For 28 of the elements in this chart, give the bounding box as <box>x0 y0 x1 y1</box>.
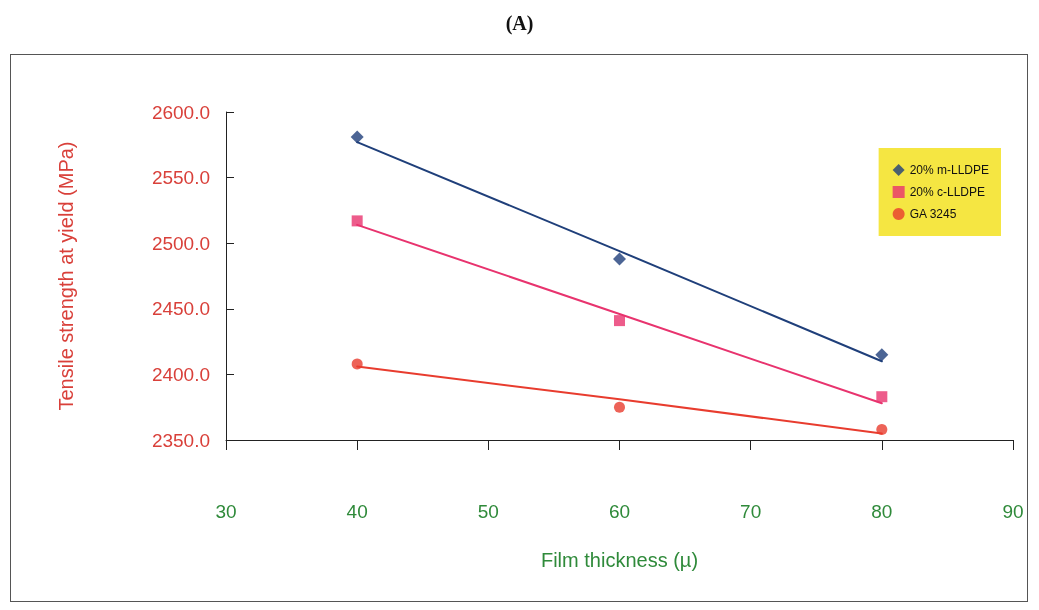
point <box>613 252 626 266</box>
legend-label: 20% m-LLDPE <box>909 163 990 177</box>
y-tick-label: 2500.0 <box>151 232 210 254</box>
legend-label: GA 3245 <box>909 207 957 221</box>
legend-label: 20% c-LLDPE <box>909 185 986 199</box>
chart-title: (A) <box>505 12 534 35</box>
x-tick-label: 90 <box>1002 501 1024 522</box>
y-tick-label: 2450.0 <box>151 298 210 320</box>
point <box>351 215 363 227</box>
y-tick-label: 2600.0 <box>151 101 210 123</box>
x-tick-label: 80 <box>871 501 893 522</box>
point <box>351 358 363 370</box>
point <box>875 348 889 362</box>
x-tick-label: 30 <box>215 501 237 522</box>
point <box>350 130 364 144</box>
x-tick-label: 40 <box>346 501 368 522</box>
x-tick-label: 50 <box>477 501 499 522</box>
point <box>614 315 625 327</box>
y-tick-label: 2400.0 <box>151 363 210 385</box>
point <box>614 401 625 413</box>
point <box>876 391 888 403</box>
x-tick-label: 60 <box>608 501 631 522</box>
x-tick-label: 70 <box>740 501 762 522</box>
point <box>876 424 888 435</box>
y-axis-title: Tensile strength at yield (MPa) <box>55 141 77 411</box>
x-axis-title: Film thickness (µ) <box>540 549 699 571</box>
y-tick-label: 2350.0 <box>151 429 210 451</box>
y-tick-label: 2550.0 <box>151 167 210 189</box>
